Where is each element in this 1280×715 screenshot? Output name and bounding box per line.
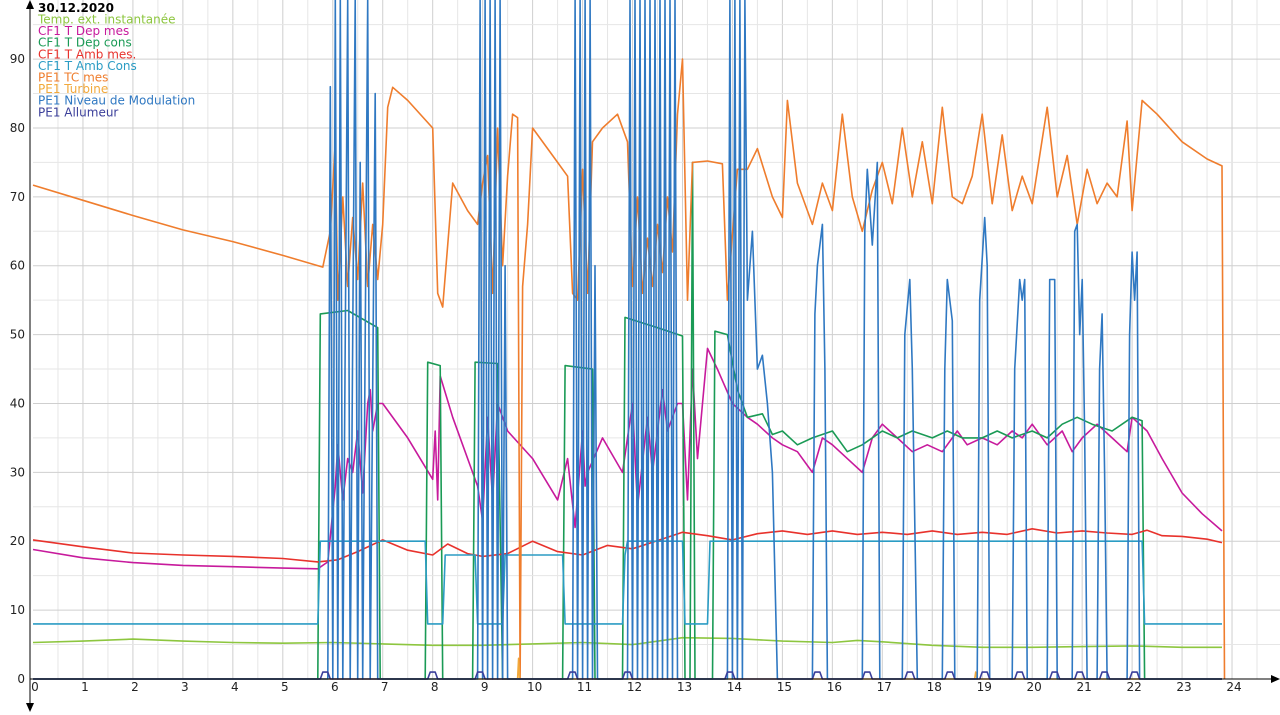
x-tick-label: 19	[977, 680, 992, 694]
x-tick-label: 1	[81, 680, 89, 694]
y-axis-arrow-up	[26, 0, 34, 9]
y-tick-label: 30	[10, 465, 25, 479]
x-tick-label: 21	[1077, 680, 1092, 694]
x-tick-label: 9	[481, 680, 489, 694]
x-tick-label: 11	[577, 680, 592, 694]
legend-entry: Temp. ext. instantanée	[37, 13, 176, 27]
x-tick-label: 18	[927, 680, 942, 694]
x-tick-label: 6	[331, 680, 339, 694]
series-line-7	[33, 0, 1222, 680]
axes	[26, 0, 1280, 712]
legend-entry: PE1 Niveau de Modulation	[38, 94, 195, 108]
series-line-3	[32, 527, 1223, 563]
chart-title: 30.12.2020	[38, 1, 114, 15]
legend-entry: PE1 Turbine	[38, 82, 108, 96]
y-tick-label: 20	[10, 534, 25, 548]
x-tick-label: 23	[1176, 680, 1191, 694]
y-tick-label: 50	[10, 328, 25, 342]
series-line-5	[32, 58, 1226, 680]
x-tick-label: 14	[727, 680, 742, 694]
x-tick-label: 15	[777, 680, 792, 694]
x-tick-label: 22	[1126, 680, 1141, 694]
x-tick-label: 13	[677, 680, 692, 694]
y-tick-label: 0	[17, 672, 25, 686]
y-tick-label: 70	[10, 190, 25, 204]
legend-entry: CF1 T Amb mes.	[38, 47, 136, 61]
y-axis-arrow-down	[26, 703, 34, 712]
legend-entry: PE1 TC mes	[38, 71, 108, 85]
x-tick-label: 10	[527, 680, 542, 694]
y-tick-label: 80	[10, 121, 25, 135]
x-tick-label: 2	[131, 680, 139, 694]
y-tick-label: 60	[10, 259, 25, 273]
x-tick-label: 0	[31, 680, 39, 694]
x-tick-label: 8	[431, 680, 439, 694]
legend-entry: CF1 T Dep mes	[38, 24, 129, 38]
x-tick-label: 3	[181, 680, 189, 694]
x-tick-label: 5	[281, 680, 289, 694]
x-tick-label: 17	[877, 680, 892, 694]
y-tick-label: 10	[10, 603, 25, 617]
series-lines	[32, 0, 1226, 680]
x-tick-label: 20	[1027, 680, 1042, 694]
x-tick-label: 4	[231, 680, 239, 694]
legend-entry: PE1 Allumeur	[38, 105, 118, 119]
legend-entry: CF1 T Dep cons	[38, 36, 132, 50]
x-tick-label: 7	[381, 680, 389, 694]
y-tick-label: 40	[10, 396, 25, 410]
y-tick-labels: 0 10 20 30 40 50 60 70 80 90	[10, 52, 25, 686]
series-line-1	[32, 347, 1223, 570]
legend-entry: CF1 T Amb Cons	[38, 59, 137, 73]
series-line-4	[33, 540, 1222, 625]
x-axis-arrow	[1271, 675, 1280, 683]
x-tick-labels: 0 1 2 3 4 5 6 7 8 9 10 11 12 13 14 15 16 17 18 19 20 21 22 23 24	[31, 680, 1241, 694]
x-tick-label: 16	[827, 680, 842, 694]
x-tick-label: 12	[627, 680, 642, 694]
y-tick-label: 90	[10, 52, 25, 66]
x-tick-label: 24	[1226, 680, 1241, 694]
